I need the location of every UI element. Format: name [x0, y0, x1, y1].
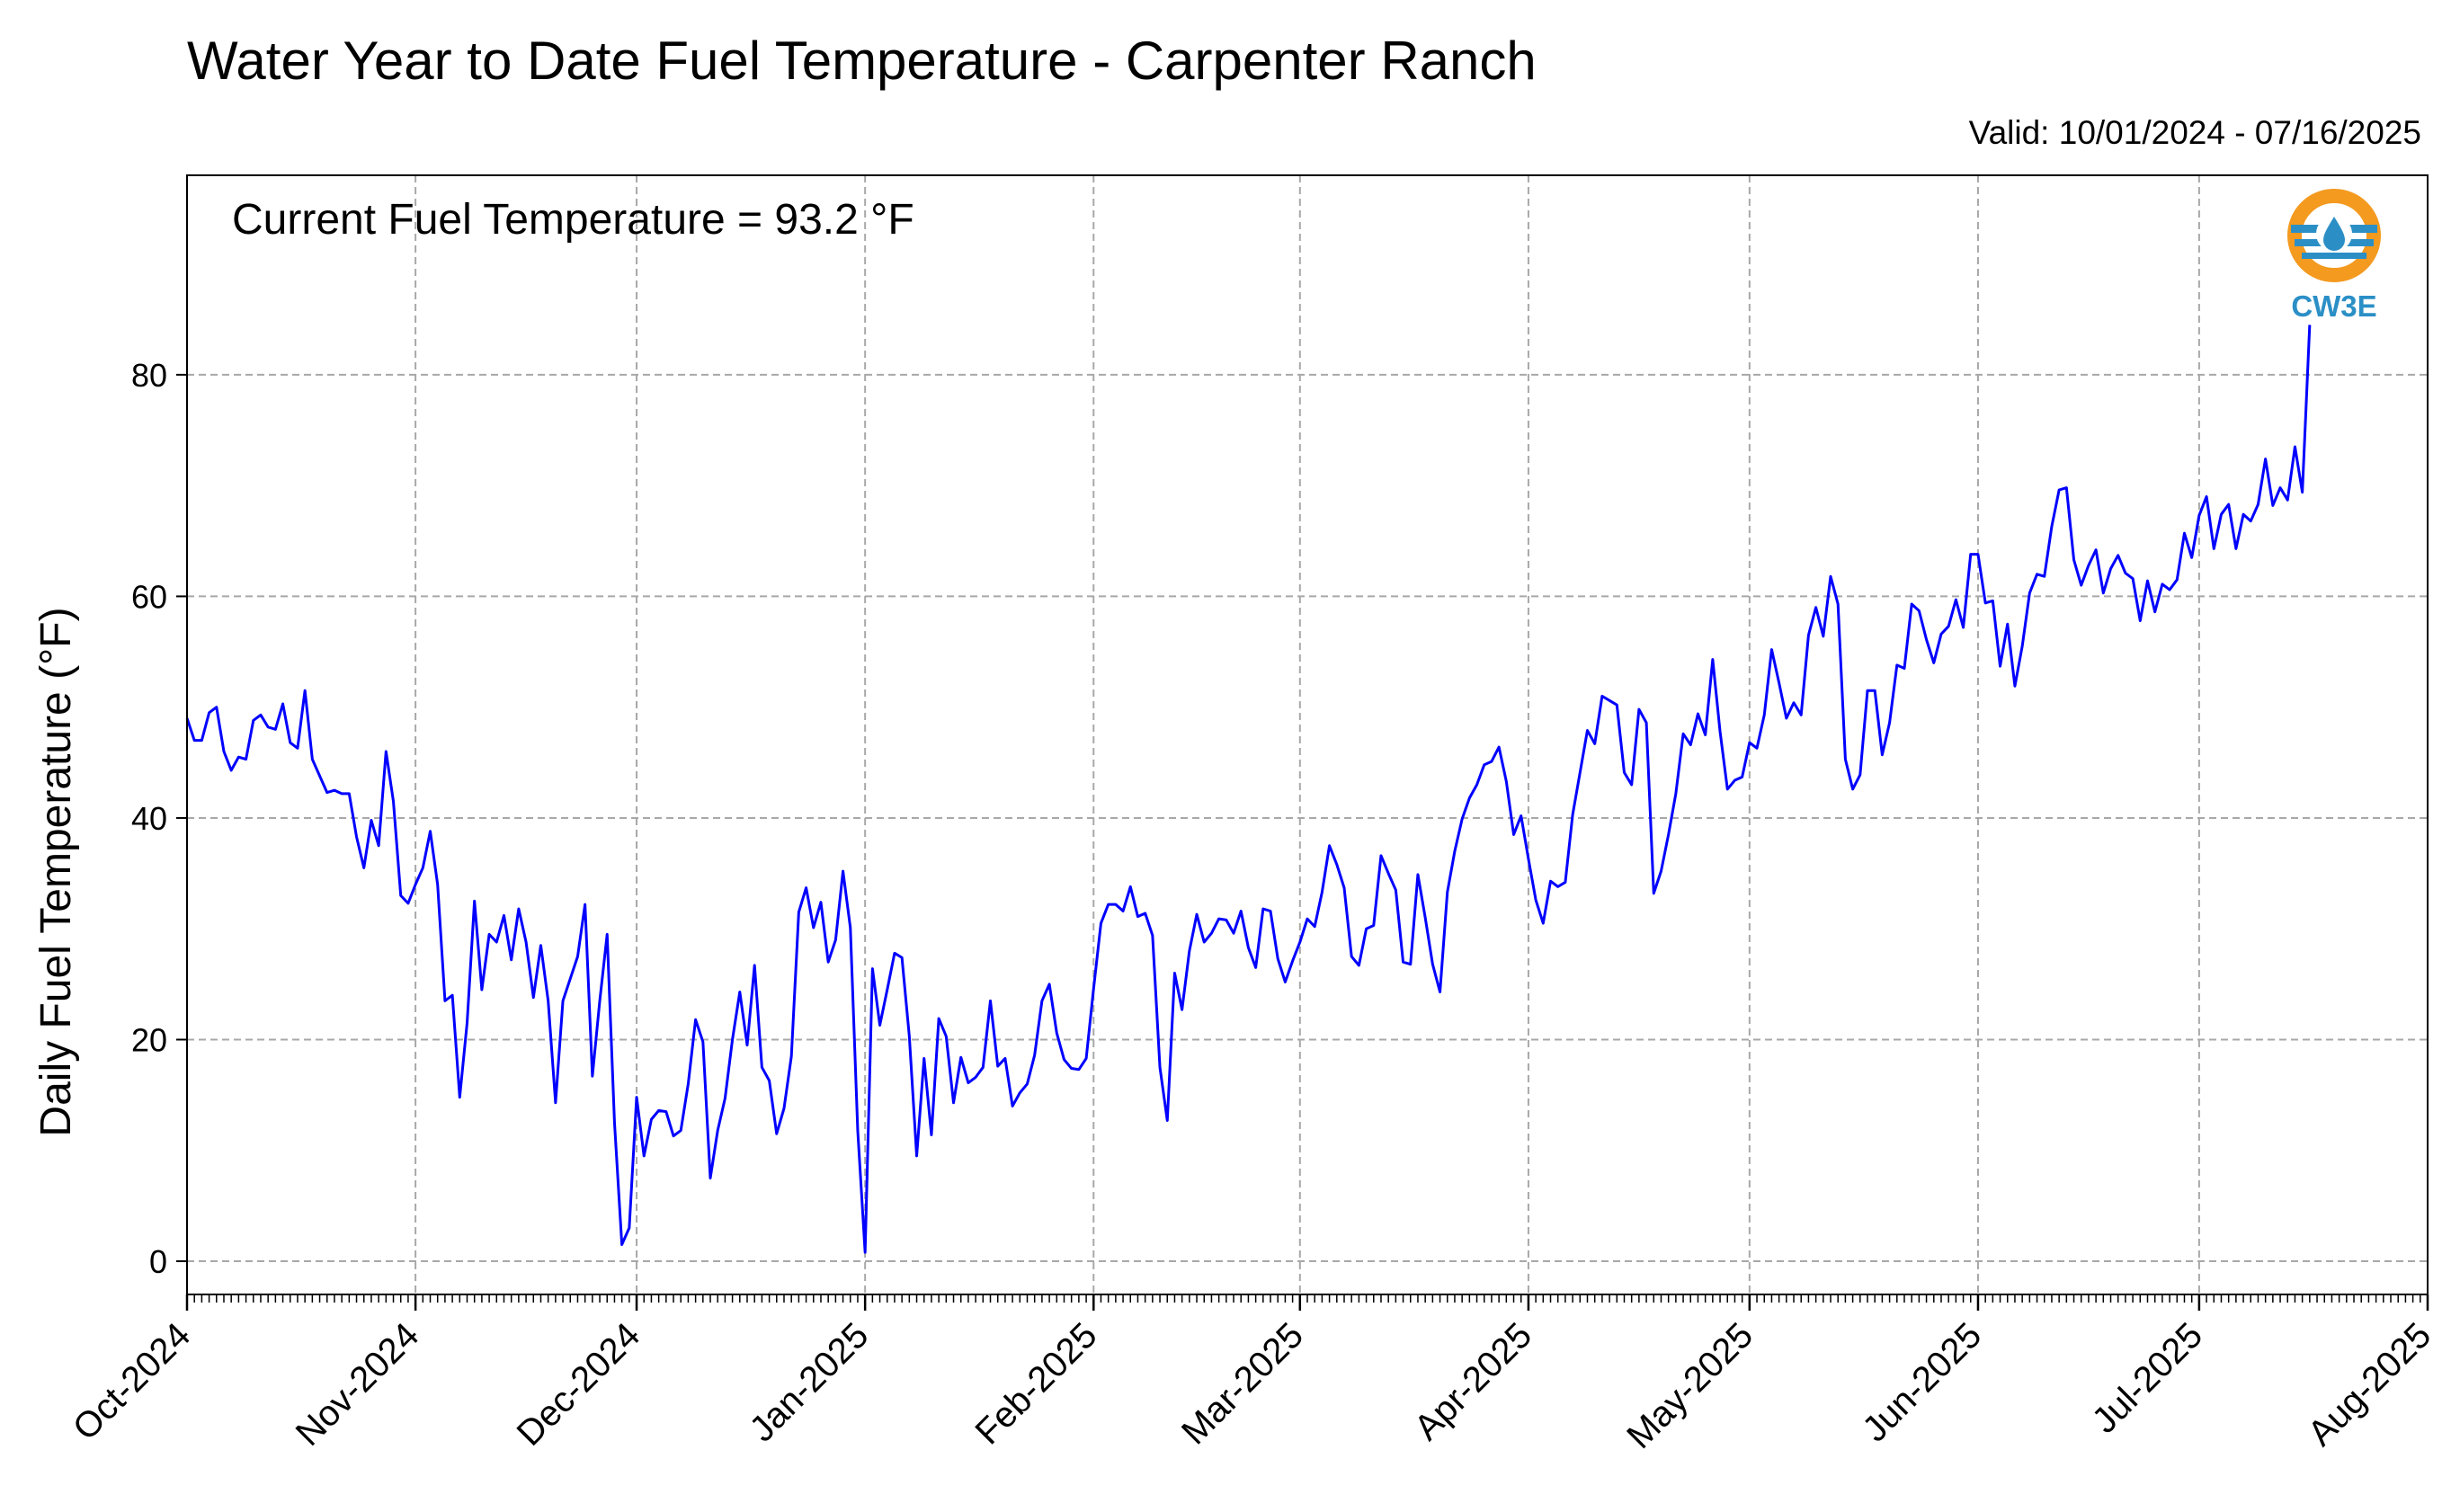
- logo-ring: [2287, 189, 2381, 282]
- grid-lines: [186, 175, 2429, 1294]
- logo-wave-band-3: [2302, 253, 2366, 259]
- water-drop-icon: [2323, 217, 2345, 251]
- x-tick-label: Feb-2025: [967, 1315, 1104, 1452]
- x-tick-label: Dec-2024: [510, 1315, 648, 1454]
- plot-area-frame: [186, 174, 2429, 1295]
- x-tick-label: Jan-2025: [742, 1315, 876, 1449]
- x-tick-label: Nov-2024: [289, 1315, 427, 1454]
- y-tick-label: 0: [149, 1243, 167, 1280]
- x-tick-label: Jul-2025: [2085, 1315, 2211, 1441]
- x-axis-minor-ticks: [186, 1294, 2429, 1303]
- y-tick-label: 80: [131, 357, 167, 394]
- current-fuel-temperature-annotation: Current Fuel Temperature = 93.2 °F: [232, 196, 914, 244]
- y-tick-label: 60: [131, 578, 167, 615]
- x-tick-label: Apr-2025: [1407, 1315, 1539, 1447]
- axis-ticks: [176, 373, 2429, 1311]
- y-axis-label: Daily Fuel Temperature (°F): [32, 607, 80, 1136]
- y-tick-labels: 0 20 40 60 80: [131, 357, 167, 1280]
- x-tick-label: Aug-2025: [2301, 1315, 2439, 1454]
- x-tick-label: May-2025: [1619, 1315, 1760, 1456]
- cw3e-logo: CW3E: [2287, 189, 2381, 323]
- x-tick-label: Mar-2025: [1174, 1315, 1311, 1452]
- x-tick-label: Oct-2024: [66, 1315, 198, 1447]
- fuel-temperature-series-line: [185, 325, 2312, 1254]
- x-tick-labels: Oct-2024 Nov-2024 Dec-2024 Jan-2025 Feb-2025…: [66, 1315, 2438, 1456]
- valid-date-range: Valid: 10/01/2024 - 07/16/2025: [1969, 114, 2421, 151]
- y-tick-label: 20: [131, 1021, 167, 1058]
- logo-text: CW3E: [2291, 289, 2376, 323]
- y-tick-label: 40: [131, 800, 167, 837]
- x-tick-label: Jun-2025: [1855, 1315, 1989, 1449]
- chart-title: Water Year to Date Fuel Temperature - Ca…: [187, 31, 1537, 91]
